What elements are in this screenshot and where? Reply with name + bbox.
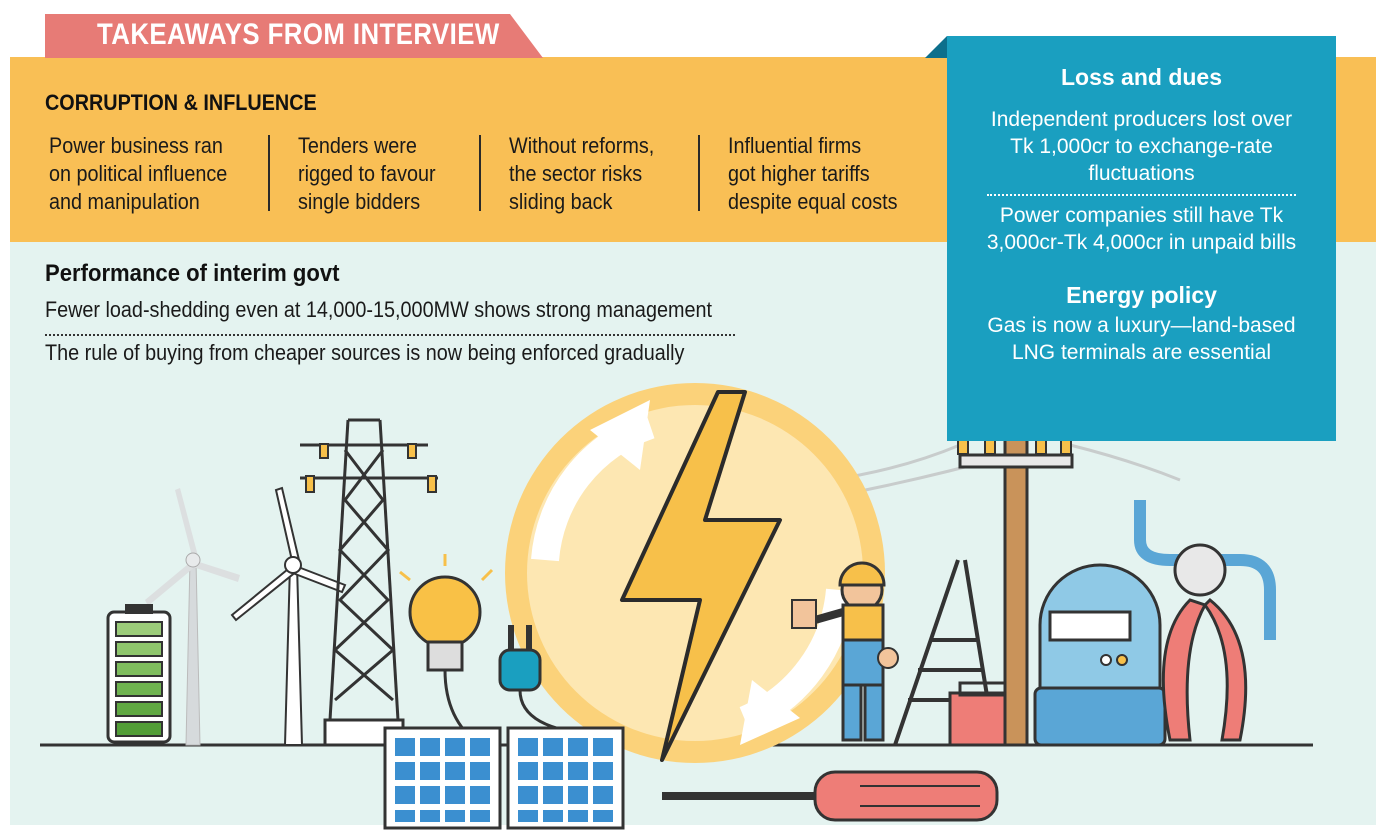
performance-title: Performance of interim govt bbox=[45, 260, 340, 287]
corruption-point: Without reforms, the sector risks slidin… bbox=[509, 133, 655, 214]
loss-item: Power companies still have Tk 3,000cr-Tk… bbox=[986, 204, 1297, 254]
corruption-point: Power business ran on political influenc… bbox=[49, 133, 228, 214]
corruption-point: Tenders were rigged to favour single bid… bbox=[298, 133, 436, 214]
solar-panel-icon bbox=[383, 726, 502, 830]
energy-text: Gas is now a luxury—land-based LNG termi… bbox=[987, 314, 1296, 364]
energy-title: Energy policy bbox=[1066, 282, 1217, 308]
sidebar-panel: Loss and dues Independent producers lost… bbox=[947, 36, 1336, 441]
screwdriver-icon bbox=[662, 770, 999, 822]
performance-item: The rule of buying from cheaper sources … bbox=[45, 340, 685, 365]
corruption-point: Influential firms got higher tariffs des… bbox=[728, 133, 898, 214]
sidebar-fold bbox=[925, 36, 947, 58]
header-title: TAKEAWAYS FROM INTERVIEW bbox=[97, 18, 500, 51]
wind-turbine-icon bbox=[145, 488, 240, 746]
wind-turbine-icon bbox=[230, 486, 347, 746]
utility-pole-icon bbox=[957, 418, 1074, 747]
solar-panel-icon bbox=[506, 726, 625, 830]
lightning-bolt-icon bbox=[620, 390, 782, 762]
loss-title: Loss and dues bbox=[1060, 64, 1223, 90]
column-divider bbox=[479, 135, 481, 211]
corruption-heading: CORRUPTION & INFLUENCE bbox=[45, 90, 317, 115]
column-divider bbox=[698, 135, 700, 211]
dotted-divider bbox=[987, 194, 1296, 196]
pliers-icon bbox=[1161, 543, 1248, 742]
light-bulb-icon bbox=[399, 554, 494, 747]
dotted-divider bbox=[45, 334, 735, 336]
column-divider bbox=[268, 135, 270, 211]
header-tab: TAKEAWAYS FROM INTERVIEW bbox=[45, 14, 543, 58]
battery-icon bbox=[106, 604, 172, 744]
performance-item: Fewer load-shedding even at 14,000-15,00… bbox=[45, 297, 712, 322]
loss-item: Independent producers lost over Tk 1,000… bbox=[990, 108, 1293, 185]
electrician-icon bbox=[791, 561, 899, 742]
